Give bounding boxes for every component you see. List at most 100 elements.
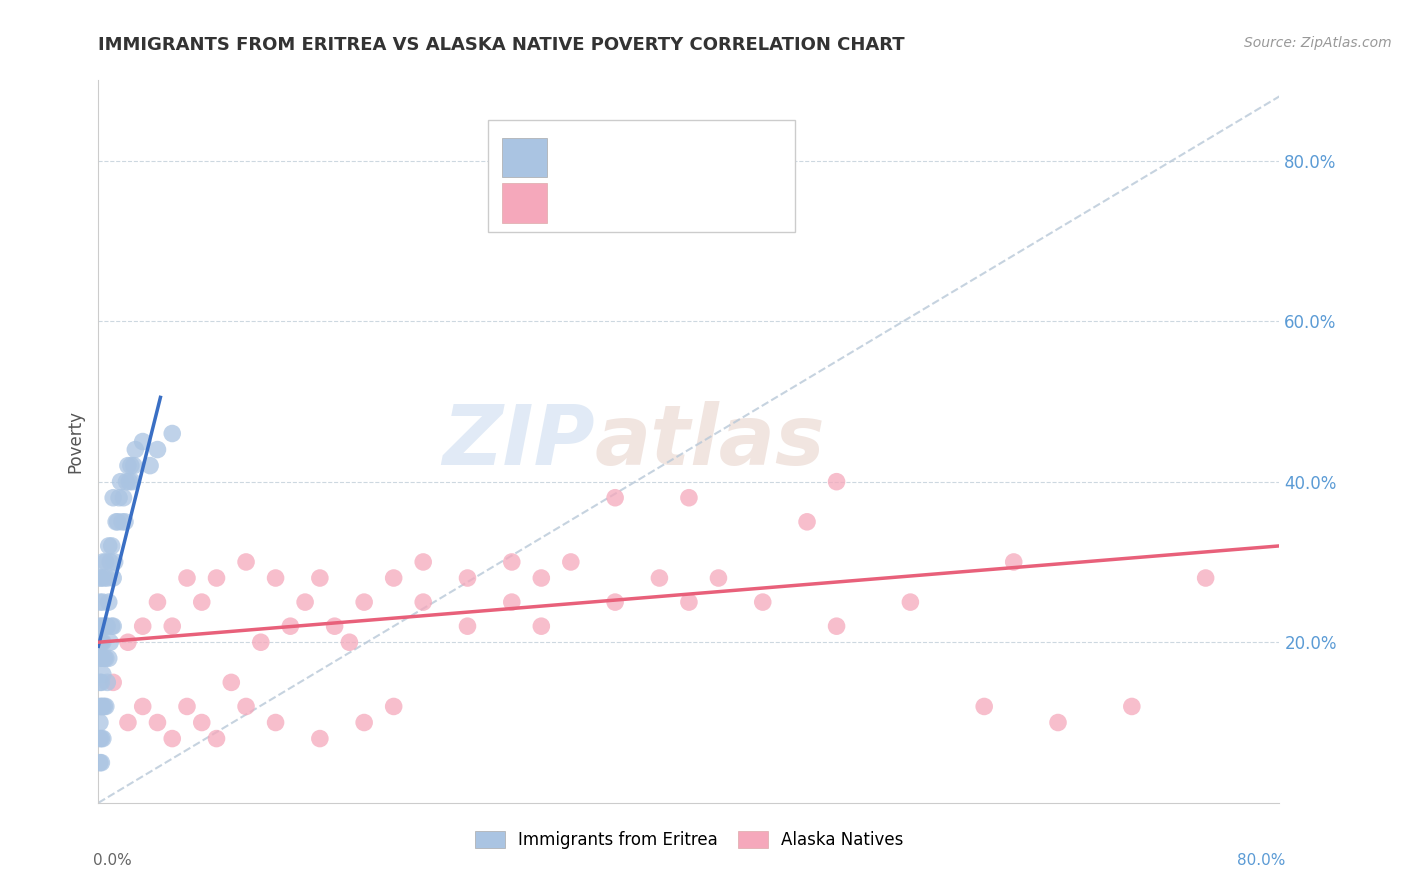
Text: 80.0%: 80.0% — [1237, 854, 1285, 869]
Point — [250, 635, 273, 649]
Point — [121, 475, 143, 489]
Point — [501, 595, 523, 609]
Point — [678, 595, 700, 609]
Point — [93, 571, 115, 585]
Point — [96, 619, 118, 633]
Point — [235, 699, 257, 714]
Point — [90, 699, 112, 714]
Point — [89, 619, 111, 633]
Point — [104, 555, 127, 569]
Point — [122, 458, 145, 473]
Y-axis label: Poverty: Poverty — [66, 410, 84, 473]
Point — [90, 756, 112, 770]
Point — [382, 571, 405, 585]
Point — [973, 699, 995, 714]
Point — [191, 595, 214, 609]
Text: atlas: atlas — [595, 401, 825, 482]
Point — [90, 619, 112, 633]
Legend: Immigrants from Eritrea, Alaska Natives: Immigrants from Eritrea, Alaska Natives — [468, 824, 910, 856]
Text: 0.0%: 0.0% — [93, 854, 131, 869]
Point — [91, 595, 114, 609]
Point — [560, 555, 582, 569]
Text: N = 56: N = 56 — [695, 194, 761, 212]
Point — [94, 555, 117, 569]
Point — [1195, 571, 1218, 585]
Point — [132, 619, 155, 633]
Point — [1002, 555, 1025, 569]
Point — [103, 571, 125, 585]
Point — [162, 619, 183, 633]
Point — [89, 675, 111, 690]
Point — [457, 571, 479, 585]
Point — [796, 515, 818, 529]
Point — [94, 619, 117, 633]
Point — [91, 731, 114, 746]
Point — [118, 475, 141, 489]
Point — [752, 595, 775, 609]
Point — [96, 571, 118, 585]
Point — [91, 667, 114, 681]
Point — [323, 619, 346, 633]
Point — [205, 731, 228, 746]
Point — [103, 675, 125, 690]
Point — [648, 571, 671, 585]
Point — [146, 595, 169, 609]
Point — [162, 426, 183, 441]
Point — [117, 635, 139, 649]
Point — [98, 555, 121, 569]
Point — [89, 715, 111, 730]
Point — [124, 442, 146, 457]
Point — [146, 715, 169, 730]
Point — [900, 595, 922, 609]
Point — [530, 619, 553, 633]
Point — [100, 539, 122, 553]
Point — [530, 571, 553, 585]
Point — [97, 539, 120, 553]
Point — [89, 595, 111, 609]
Text: R = 0.480: R = 0.480 — [560, 149, 657, 167]
Point — [132, 699, 155, 714]
Point — [501, 555, 523, 569]
Point — [382, 699, 405, 714]
Point — [100, 619, 122, 633]
Point — [94, 651, 117, 665]
Point — [90, 651, 112, 665]
Point — [90, 731, 112, 746]
Point — [96, 675, 118, 690]
Point — [191, 715, 214, 730]
Point — [91, 555, 114, 569]
Point — [264, 715, 287, 730]
FancyBboxPatch shape — [502, 183, 547, 223]
FancyBboxPatch shape — [502, 137, 547, 178]
Point — [110, 475, 132, 489]
Point — [264, 571, 287, 585]
Point — [117, 458, 139, 473]
Point — [221, 675, 243, 690]
Point — [114, 515, 136, 529]
Point — [89, 699, 111, 714]
Text: Source: ZipAtlas.com: Source: ZipAtlas.com — [1244, 36, 1392, 50]
Point — [107, 515, 129, 529]
Point — [412, 595, 434, 609]
Point — [112, 491, 135, 505]
Point — [103, 619, 125, 633]
Point — [89, 635, 111, 649]
Point — [108, 491, 131, 505]
Point — [280, 619, 302, 633]
Point — [162, 731, 183, 746]
Point — [93, 699, 115, 714]
Point — [825, 475, 848, 489]
Point — [98, 635, 121, 649]
Point — [1121, 699, 1143, 714]
Text: ZIP: ZIP — [441, 401, 595, 482]
Point — [89, 571, 111, 585]
Point — [309, 571, 332, 585]
Point — [678, 491, 700, 505]
Point — [93, 651, 115, 665]
Point — [94, 699, 117, 714]
Point — [353, 715, 375, 730]
Point — [339, 635, 361, 649]
Text: IMMIGRANTS FROM ERITREA VS ALASKA NATIVE POVERTY CORRELATION CHART: IMMIGRANTS FROM ERITREA VS ALASKA NATIVE… — [98, 36, 905, 54]
Point — [90, 635, 112, 649]
Point — [90, 571, 112, 585]
